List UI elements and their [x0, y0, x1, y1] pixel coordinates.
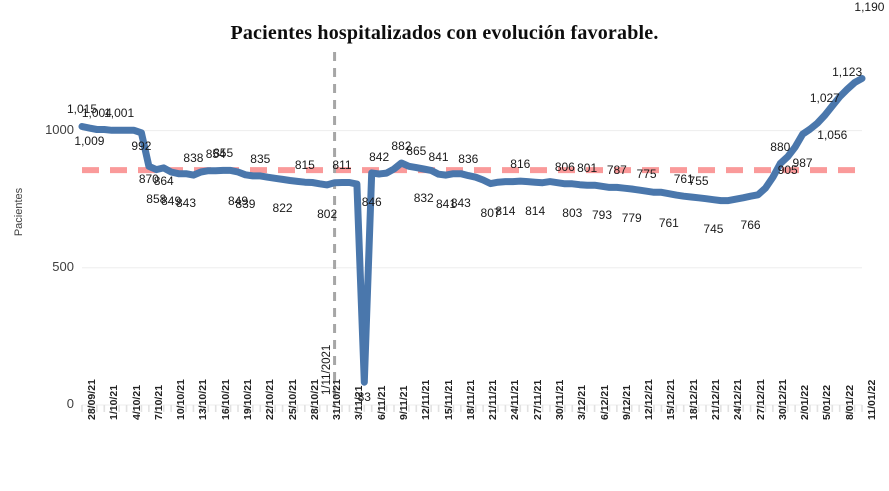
- data-point-label: 1,004: [81, 105, 112, 120]
- x-tick-label: 27/12/21: [754, 379, 767, 420]
- x-tick-label: 8/01/22: [843, 384, 856, 420]
- data-point-label: 816: [510, 157, 531, 172]
- data-point-label: 801: [577, 161, 598, 176]
- y-tick-label: 0: [66, 396, 74, 411]
- x-tick-label: 25/10/21: [286, 379, 299, 420]
- data-point-label: 882: [391, 138, 412, 153]
- data-point-label: 838: [183, 151, 204, 166]
- x-tick-label: 13/10/21: [197, 379, 210, 420]
- x-tick-label: 9/12/21: [620, 384, 633, 420]
- x-tick-label: 28/09/21: [86, 379, 98, 420]
- x-tick-label: 5/01/22: [821, 384, 834, 420]
- x-tick-label: 2/01/22: [799, 384, 812, 420]
- data-point-label: 870: [138, 172, 159, 187]
- data-point-label: 832: [413, 191, 434, 206]
- gridlines: [82, 130, 862, 406]
- data-point-label: 1,015: [66, 102, 98, 117]
- data-point-label: 1,056: [817, 127, 848, 142]
- x-tick-label: 6/11/21: [375, 385, 388, 420]
- data-point-label: 761: [673, 172, 694, 187]
- data-point-label: 880: [770, 139, 791, 154]
- data-point-label: 755: [688, 173, 709, 188]
- series-line: [78, 75, 866, 386]
- x-tick-label: 27/11/21: [531, 379, 544, 420]
- data-point-label: 822: [272, 201, 293, 216]
- data-point-label: 802: [317, 206, 338, 221]
- data-point-label: 864: [153, 173, 174, 188]
- data-point-label: 1,190: [854, 0, 885, 14]
- x-tick-label: 24/12/21: [732, 379, 745, 420]
- data-point-label: 854: [205, 146, 226, 161]
- x-tick-label: 7/10/21: [152, 384, 165, 420]
- data-point-label: 745: [703, 221, 724, 236]
- x-tick-label: 18/12/21: [687, 379, 700, 420]
- x-axis-tick-marks: [81, 405, 863, 412]
- data-point-label: 775: [636, 167, 657, 182]
- data-point-label: 806: [554, 159, 575, 174]
- data-point-label: 992: [131, 138, 152, 153]
- x-tick-label: 15/11/21: [442, 379, 455, 420]
- x-tick-label: 10/10/21: [175, 379, 188, 420]
- x-tick-label: 30/12/21: [776, 379, 789, 420]
- data-point-label: 841: [428, 150, 449, 165]
- data-point-label: 787: [606, 163, 627, 178]
- x-tick-label: 30/11/21: [554, 379, 566, 420]
- vertical-marker-label: 1/11/2021: [320, 344, 333, 395]
- x-tick-label: 1/10/21: [108, 384, 121, 420]
- data-point-label: 843: [175, 195, 197, 210]
- data-point-label: 1,027: [809, 91, 840, 106]
- y-tick-label: 500: [52, 258, 74, 274]
- data-point-label: 1,001: [104, 106, 135, 121]
- y-tick-label: 1000: [45, 121, 74, 137]
- x-tick-label: 18/11/21: [464, 379, 477, 420]
- data-point-label: 858: [146, 191, 167, 206]
- x-tick-label: 6/12/21: [598, 384, 611, 420]
- data-point-label: 835: [250, 151, 271, 166]
- x-tick-label: 9/11/21: [398, 385, 410, 420]
- data-point-label: 841: [435, 197, 457, 212]
- x-tick-label: 12/11/21: [420, 379, 433, 420]
- data-point-label: 814: [525, 204, 546, 219]
- x-tick-label: 15/12/21: [665, 379, 678, 420]
- data-point-label: 815: [294, 158, 315, 173]
- data-point-label: 761: [658, 215, 679, 230]
- data-point-label: 779: [621, 211, 642, 226]
- data-point-label: 846: [361, 194, 382, 209]
- x-tick-label: 3/12/21: [576, 384, 589, 420]
- chart-title: Pacientes hospitalizados con evolución f…: [230, 22, 659, 44]
- data-point-label: 814: [495, 203, 516, 218]
- data-point-label: 905: [777, 162, 798, 177]
- data-point-label: 855: [213, 146, 234, 161]
- data-point-label: 865: [406, 143, 427, 158]
- data-point-label: 839: [235, 196, 256, 211]
- data-point-label: 843: [450, 195, 471, 210]
- x-tick-label: 4/10/21: [130, 384, 143, 420]
- x-tick-label: 21/12/21: [710, 379, 722, 420]
- data-point-label: 1,009: [74, 134, 105, 149]
- data-point-label: 842: [369, 149, 390, 164]
- x-tick-label: 11/01/22: [866, 379, 878, 420]
- data-point-label: 766: [740, 218, 761, 233]
- data-point-label: 83: [357, 390, 371, 405]
- data-point-label: 987: [792, 156, 813, 171]
- data-point-label: 849: [227, 194, 249, 209]
- data-point-label: 807: [480, 205, 501, 220]
- x-tick-label: 19/10/21: [242, 379, 254, 420]
- x-tick-label: 22/10/21: [264, 379, 277, 420]
- x-tick-label: 24/11/21: [509, 379, 522, 420]
- x-tick-label: 28/10/21: [308, 379, 321, 420]
- data-point-label: 1,123: [832, 65, 863, 80]
- x-tick-label: 21/11/21: [487, 379, 500, 420]
- data-point-label: 836: [458, 151, 479, 166]
- x-tick-label: 16/10/21: [219, 379, 232, 420]
- data-point-label: 803: [562, 205, 583, 220]
- x-tick-label: 3/11/21: [353, 385, 366, 420]
- x-tick-label: 12/12/21: [643, 379, 656, 420]
- data-point-label: 849: [161, 194, 182, 209]
- data-point-label: 811: [332, 158, 352, 173]
- data-point-label: 793: [591, 208, 613, 223]
